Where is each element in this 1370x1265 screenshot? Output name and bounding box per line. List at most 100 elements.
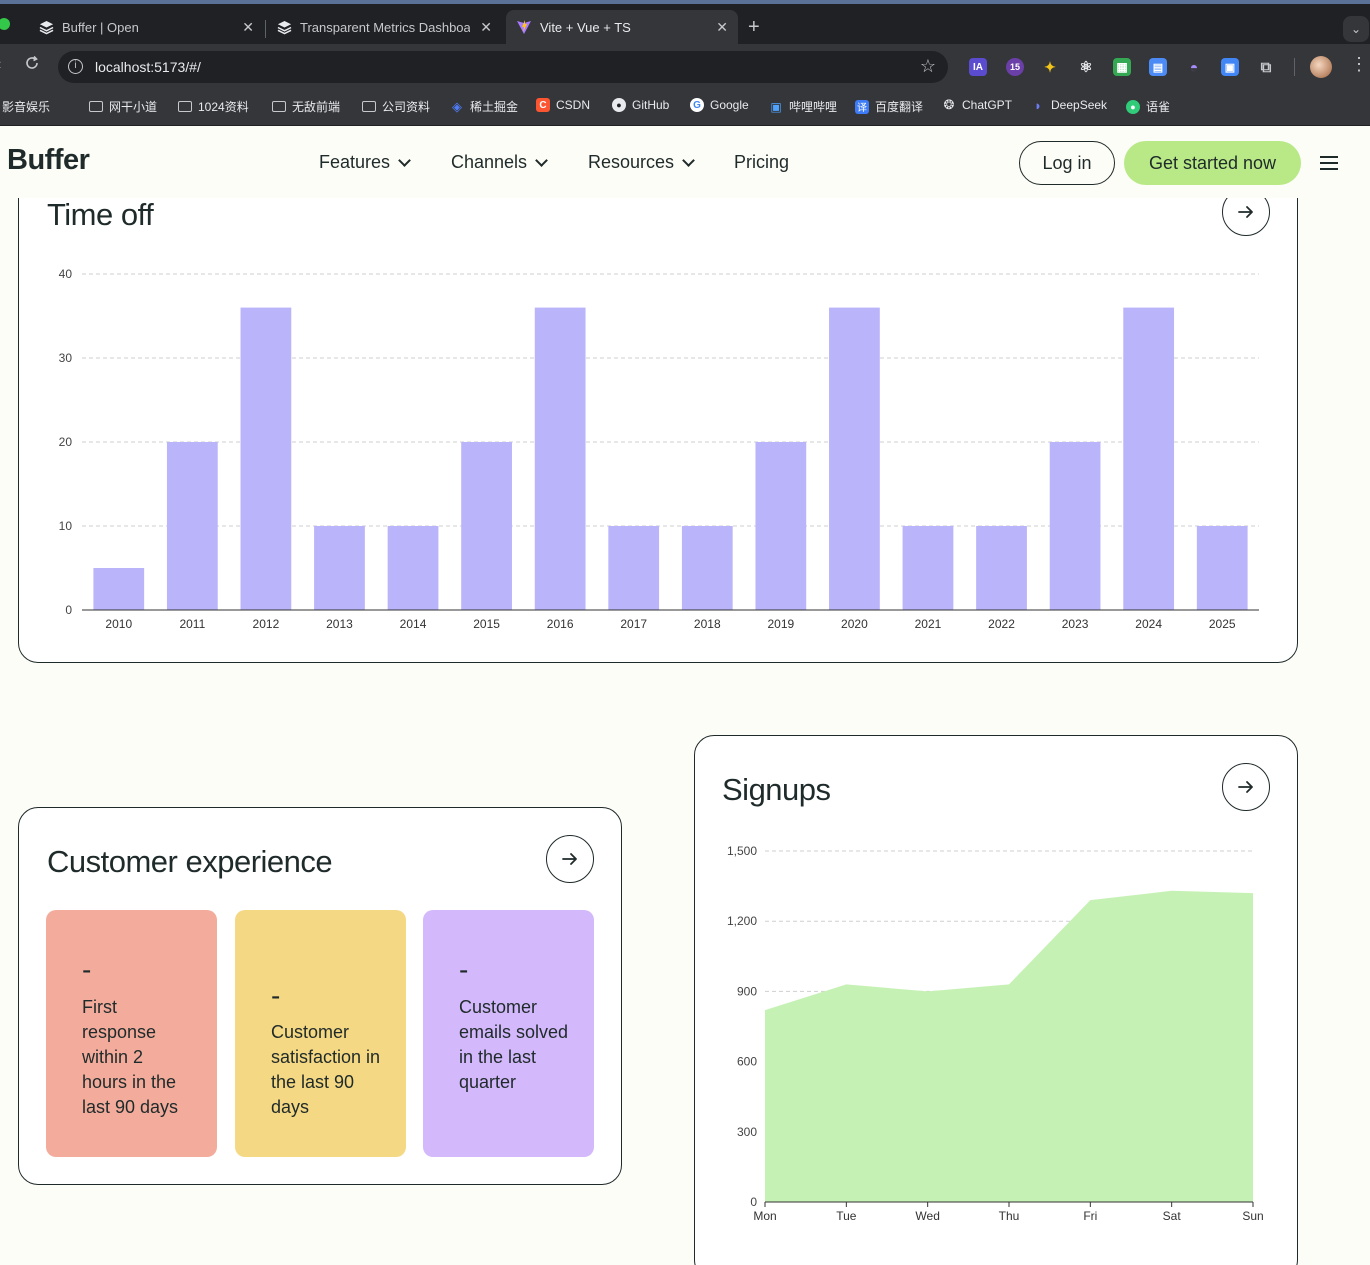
login-button[interactable]: Log in [1019,141,1115,185]
bar [93,568,145,610]
csdn-icon: C [536,98,550,112]
x-tick-label: 2013 [326,617,353,631]
y-tick-label: 30 [59,351,73,365]
tab-buffer-open[interactable]: Buffer | Open ✕ [28,10,264,44]
metric-value: - [459,954,469,985]
browser-chrome: Buffer | Open ✕ Transparent Metrics Dash… [0,0,1370,126]
bookmark-label: DeepSeek [1051,98,1108,112]
chevron-down-icon [535,153,548,167]
bookmark-label: 影音娱乐 [2,100,51,114]
extension-badge-icon[interactable]: 15 [1006,58,1024,76]
y-tick-label: 20 [59,435,73,449]
x-tick-label: Fri [1083,1209,1097,1223]
get-started-button[interactable]: Get started now [1124,141,1301,185]
nav-resources[interactable]: Resources [588,152,695,173]
profile-avatar[interactable] [1310,56,1332,78]
x-tick-label: 2011 [179,617,205,631]
bookmark-google[interactable]: G Google [690,98,749,112]
x-tick-label: 2015 [473,617,500,631]
site-info-icon[interactable]: i [68,59,83,74]
nav-features[interactable]: Features [319,152,411,173]
bookmark-folder[interactable]: 1024资料 [178,98,249,115]
x-tick-label: 2022 [988,617,1015,631]
deepseek-icon: ◗ [1034,97,1042,113]
y-tick-label: 1,500 [727,844,757,858]
chatgpt-icon: ❂ [943,97,955,112]
bar [1123,307,1175,610]
puzzle-icon[interactable]: ⧉ [1260,58,1272,76]
address-bar[interactable]: i localhost:5173/#/ ☆ [58,51,948,83]
signups-arrow-button[interactable] [1222,763,1270,811]
translate-extension-icon[interactable]: ▣ [1221,58,1239,76]
y-tick-label: 600 [737,1055,757,1069]
y-tick-label: 10 [59,519,73,533]
x-tick-label: Mon [753,1209,776,1223]
bookmark-deepseek[interactable]: ◗ DeepSeek [1031,97,1108,113]
bookmark-chatgpt[interactable]: ❂ ChatGPT [942,97,1012,112]
tab-label: Buffer | Open [62,19,139,35]
tab-label: Transparent Metrics Dashboa [300,19,470,35]
metric-label: Customer satisfaction in the last 90 day… [271,1022,381,1117]
card-title: Time off [47,197,154,232]
bookmark-label: CSDN [556,98,591,112]
new-tab-button[interactable]: + [748,16,760,38]
bookmark-yuque[interactable]: ● 语雀 [1126,98,1170,115]
y-tick-label: 1,200 [727,914,757,928]
translate-icon: 译 [855,99,869,114]
nav-channels[interactable]: Channels [451,152,548,173]
window-maximize-button[interactable] [0,18,10,30]
bookmark-label: 1024资料 [198,100,249,114]
bookmark-folder[interactable]: 无敌前端 [272,98,340,115]
metric-label: Customer emails solved in the last quart… [459,997,569,1092]
bookmark-bilibili[interactable]: ▣ 哔哩哔哩 [769,98,837,115]
close-icon[interactable]: ✕ [480,18,492,35]
signups-area-chart: 0 300 600 900 1,200 1,500 Mon Tue Wed Thu Fri Sat Su… [727,844,1264,1223]
customer-experience-arrow-button[interactable] [546,835,594,883]
bookmark-folder[interactable]: 网干小道 [89,98,157,115]
bar [976,526,1027,610]
reload-icon[interactable] [24,55,40,76]
bookmark-folder[interactable]: 影音娱乐 [2,98,50,115]
x-tick-label: Tue [836,1209,857,1223]
bar [608,526,660,610]
tab-transparent-metrics[interactable]: Transparent Metrics Dashboa ✕ [266,10,502,44]
hamburger-menu-icon[interactable] [1320,156,1338,170]
chevron-down-icon [398,153,411,167]
tab-search-button[interactable]: ⌄ [1343,16,1369,42]
window-top-line [0,0,1370,4]
bookmark-juejin[interactable]: ◈ 稀土掘金 [450,98,518,115]
bookmark-csdn[interactable]: C CSDN [536,98,590,112]
buffer-logo[interactable]: Buffer [7,144,90,176]
signups-card: Signups 0 300 600 900 1,200 1,500 Mon Tue Wed Thu… [694,735,1298,1265]
ghost-extension-icon[interactable]: ◓ [1189,59,1199,75]
y-tick-label: 300 [737,1125,757,1139]
more-menu-icon[interactable]: ⋮ [1350,54,1368,74]
nav-pricing[interactable]: Pricing [734,152,789,173]
fox-extension-icon[interactable]: ✦ [1044,58,1056,75]
bookmark-star-icon[interactable]: ☆ [919,56,936,76]
area-series [765,890,1253,1202]
time-off-card: Time off 0 10 20 30 40 2010 2011 2012 2013 2014 20… [18,150,1298,663]
bookmark-github[interactable]: ● GitHub [612,98,669,112]
bookmark-baidu-translate[interactable]: 译百度翻译 [855,98,923,115]
close-icon[interactable]: ✕ [242,18,254,35]
qr-extension-icon[interactable]: ▦ [1113,58,1131,76]
close-icon[interactable]: ✕ [716,18,728,35]
ia-extension-icon[interactable]: IA [969,58,987,76]
tab-separator [265,20,266,38]
tab-extension-icon[interactable]: ▤ [1149,58,1167,76]
y-tick-label: 900 [737,984,757,998]
arrow-right-icon [1238,206,1253,218]
bookmark-label: 公司资料 [382,100,431,114]
bookmark-folder[interactable]: 公司资料 [362,98,430,115]
extension-badge-count: 15 [1009,62,1020,72]
metric-tile-first-response: - First response within 2 hours in the l… [46,910,217,1157]
react-devtools-icon[interactable]: ⚛ [1079,59,1093,76]
bookmark-label: 百度翻译 [875,100,924,114]
back-icon[interactable]: ‹ [0,56,1,74]
metric-value: - [271,980,281,1011]
card-title: Customer experience [47,844,333,879]
tab-label: Vite + Vue + TS [540,19,631,35]
tab-vite-vue[interactable]: Vite + Vue + TS ✕ [506,10,738,44]
browser-toolbar: ‹ i localhost:5173/#/ ☆ IA 15 ✦ ⚛ ▦ ▤ ◓ … [0,44,1370,90]
